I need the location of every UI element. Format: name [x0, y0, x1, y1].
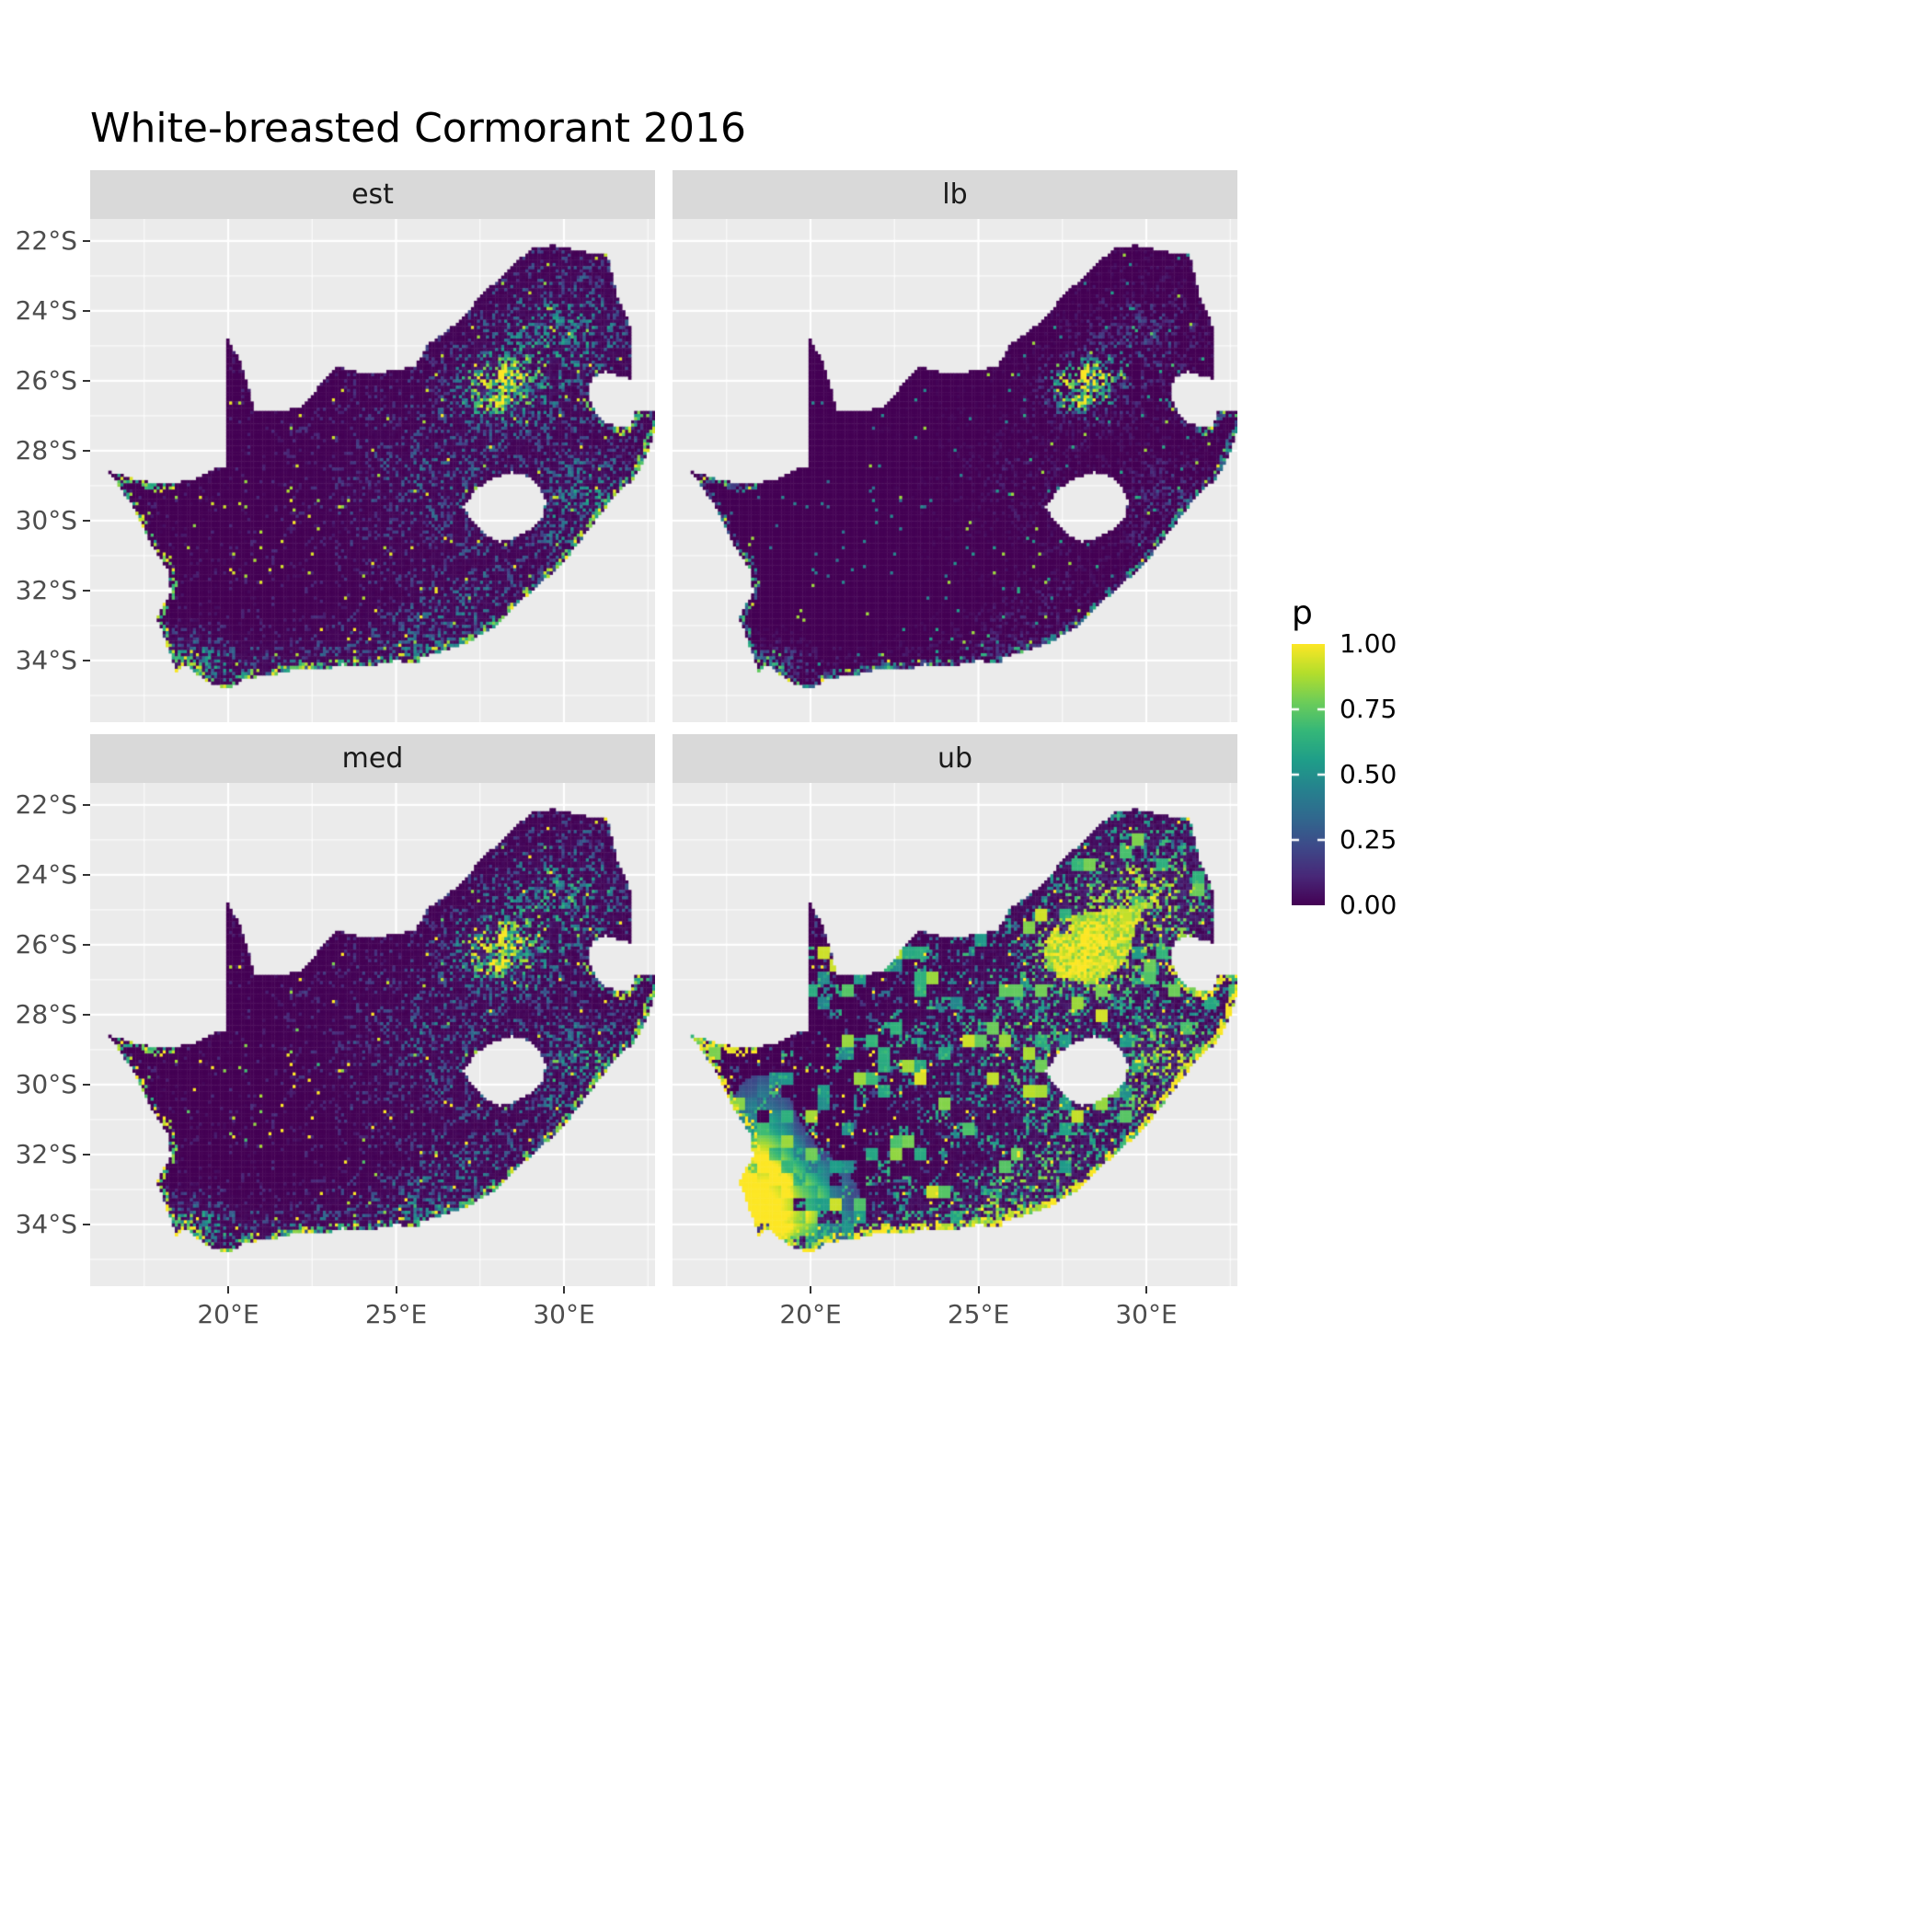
legend-tick-label: 1.00: [1340, 628, 1397, 659]
y-axis-tick: [83, 1153, 90, 1156]
legend-tick-label: 0.00: [1340, 890, 1397, 920]
y-axis-tick: [83, 519, 90, 522]
legend-tick-label: 0.25: [1340, 824, 1397, 855]
y-axis-tick: [83, 943, 90, 946]
y-axis-label: 34°S: [15, 644, 77, 675]
x-axis-tick: [563, 1286, 565, 1294]
x-axis-tick: [977, 1286, 980, 1294]
y-axis-label: 32°S: [15, 574, 77, 605]
legend-colorbar: [1292, 644, 1325, 905]
y-axis-label: 22°S: [15, 224, 77, 256]
x-axis-tick: [395, 1286, 397, 1294]
y-axis-label: 24°S: [15, 294, 77, 326]
facet-strip-ub: ub: [673, 734, 1237, 783]
x-axis-tick: [810, 1286, 811, 1294]
y-axis-tick: [83, 803, 90, 806]
y-axis-tick: [83, 379, 90, 382]
y-axis-label: 28°S: [15, 998, 77, 1029]
facet-strip-label-est: est: [351, 178, 394, 211]
x-axis-tick: [1145, 1286, 1147, 1294]
x-axis-tick: [227, 1286, 229, 1294]
x-axis-label: 20°E: [197, 1299, 259, 1329]
facet-map-med: [90, 783, 655, 1286]
y-axis-tick: [83, 239, 90, 242]
y-axis-tick: [83, 1223, 90, 1225]
y-axis-label: 30°S: [15, 1068, 77, 1099]
facet-strip-label-lb: lb: [942, 178, 968, 211]
legend-tick-label: 0.75: [1340, 694, 1397, 724]
y-axis-label: 26°S: [15, 364, 77, 396]
y-axis-label: 24°S: [15, 858, 77, 890]
y-axis-tick: [83, 1013, 90, 1016]
y-axis-label: 28°S: [15, 434, 77, 466]
x-axis-label: 30°E: [1115, 1299, 1178, 1329]
y-axis-label: 30°S: [15, 504, 77, 535]
y-axis-tick: [83, 449, 90, 452]
x-axis-label: 25°E: [947, 1299, 1010, 1329]
x-axis-label: 20°E: [779, 1299, 842, 1329]
chart-title: White-breasted Cormorant 2016: [90, 105, 746, 152]
legend-title: p: [1292, 594, 1313, 632]
y-axis-label: 34°S: [15, 1208, 77, 1239]
x-axis-label: 30°E: [533, 1299, 595, 1329]
y-axis-label: 32°S: [15, 1138, 77, 1169]
legend-tick-label: 0.50: [1340, 759, 1397, 789]
y-axis-tick: [83, 309, 90, 312]
y-axis-tick: [83, 1083, 90, 1086]
facet-map-est: [90, 219, 655, 722]
y-axis-label: 22°S: [15, 788, 77, 820]
y-axis-tick: [83, 873, 90, 876]
y-axis-label: 26°S: [15, 928, 77, 960]
y-axis-tick: [83, 589, 90, 592]
facet-strip-med: med: [90, 734, 655, 783]
y-axis-tick: [83, 659, 90, 661]
facet-map-ub: [673, 783, 1237, 1286]
facet-strip-label-ub: ub: [937, 742, 973, 775]
x-axis-label: 25°E: [364, 1299, 428, 1329]
facet-strip-label-med: med: [341, 742, 404, 775]
facet-strip-lb: lb: [673, 170, 1237, 219]
facet-strip-est: est: [90, 170, 655, 219]
facet-map-lb: [673, 219, 1237, 722]
